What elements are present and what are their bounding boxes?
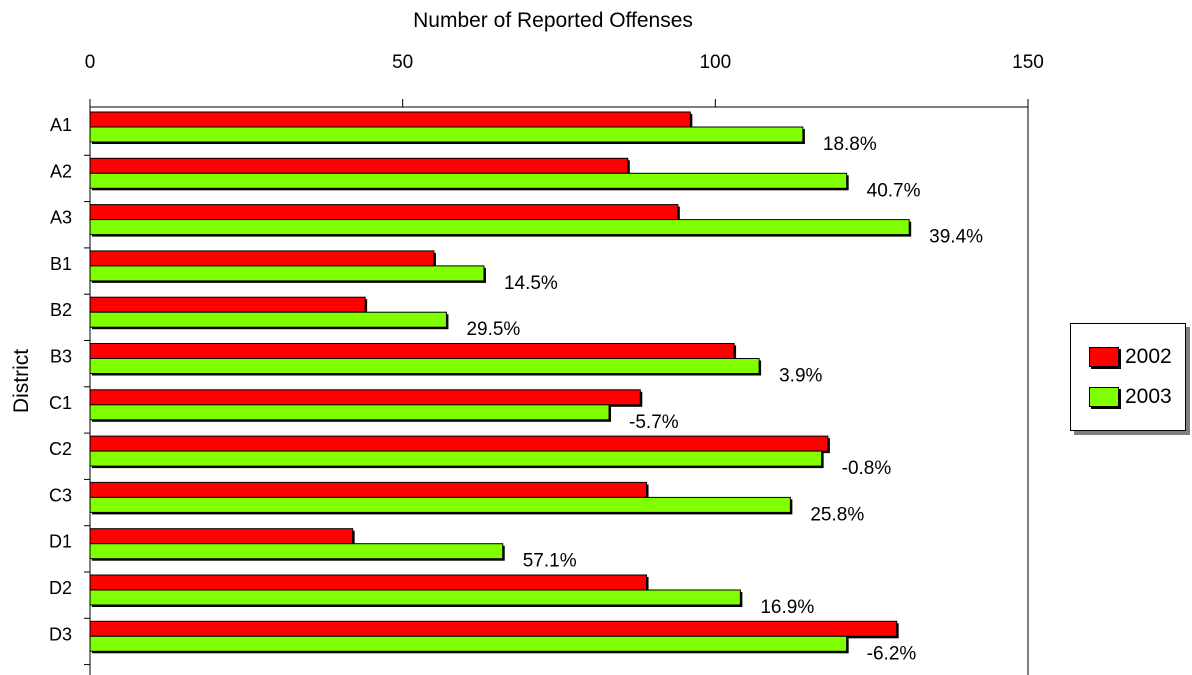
y-tick-label: D3 xyxy=(49,624,72,644)
data-label: 57.1% xyxy=(523,551,577,572)
bar-2002-D2 xyxy=(89,574,648,591)
data-label: 16.9% xyxy=(760,597,814,618)
y-tick-label: B3 xyxy=(50,347,72,367)
data-label: 14.5% xyxy=(504,273,558,294)
legend-item-2002: 2002 xyxy=(1089,345,1172,368)
bar-2002-C2 xyxy=(89,435,829,452)
legend: 2002 2003 xyxy=(1070,323,1186,431)
bar-2002-A3 xyxy=(89,204,679,221)
bar-2003-B2 xyxy=(89,311,447,328)
legend-swatch-2002 xyxy=(1089,347,1119,367)
bar-2002-B2 xyxy=(89,296,366,313)
y-axis-title: District xyxy=(10,349,33,413)
bar-2002-D3 xyxy=(89,620,898,637)
y-tick-label: C2 xyxy=(49,439,72,459)
y-tick-label: C3 xyxy=(49,485,72,505)
bar-2003-A1 xyxy=(89,126,804,143)
x-tick-label: 50 xyxy=(392,52,413,73)
data-label: -6.2% xyxy=(867,643,917,664)
legend-label-2003: 2003 xyxy=(1125,385,1172,408)
y-tick-label: A1 xyxy=(50,115,72,135)
y-tick-label: D1 xyxy=(49,532,72,552)
bar-2002-B1 xyxy=(89,250,435,267)
bar-2003-C2 xyxy=(89,450,823,467)
bar-2003-C3 xyxy=(89,496,791,513)
bar-2003-A2 xyxy=(89,172,848,189)
y-tick-label: A2 xyxy=(50,161,72,181)
data-label: 29.5% xyxy=(466,319,520,340)
data-label: 25.8% xyxy=(810,504,864,525)
bar-2002-B3 xyxy=(89,343,735,359)
data-label: 39.4% xyxy=(929,227,983,248)
data-label: 18.8% xyxy=(823,134,877,155)
y-tick-label: B1 xyxy=(50,254,72,274)
bar-2002-C1 xyxy=(89,389,641,406)
x-tick-label: 100 xyxy=(699,52,731,73)
bar-2003-A3 xyxy=(89,219,910,236)
bar-2003-B3 xyxy=(89,358,760,374)
y-tick-label: A3 xyxy=(50,208,72,228)
bar-2003-D1 xyxy=(89,543,504,560)
legend-swatch-2003 xyxy=(1089,387,1119,407)
bar-2002-A2 xyxy=(89,157,629,174)
bar-2003-D3 xyxy=(89,635,848,652)
bar-2002-D1 xyxy=(89,528,354,545)
y-tick-label: B2 xyxy=(50,300,72,320)
x-tick-label: 0 xyxy=(85,52,96,73)
data-label: -5.7% xyxy=(629,412,679,433)
data-label: -0.8% xyxy=(842,458,892,479)
data-label: 3.9% xyxy=(779,366,822,387)
x-tick-label: 150 xyxy=(1012,52,1044,73)
legend-item-2003: 2003 xyxy=(1089,385,1172,408)
bar-2002-C3 xyxy=(89,481,648,498)
data-label: 40.7% xyxy=(867,180,921,201)
plot-area: 0 50 100 150 A1 18.8% A2 40.7% A3 39.4% B1 14.5% B2 2… xyxy=(49,52,1044,675)
y-tick-label: D2 xyxy=(49,578,72,598)
legend-label-2002: 2002 xyxy=(1125,345,1172,368)
bar-2002-A1 xyxy=(89,111,691,128)
bar-2003-D2 xyxy=(89,589,741,606)
bar-2003-B1 xyxy=(89,265,485,282)
y-tick-label: C1 xyxy=(49,393,72,413)
bar-2003-C1 xyxy=(89,404,610,421)
x-axis-title: Number of Reported Offenses xyxy=(413,9,693,32)
